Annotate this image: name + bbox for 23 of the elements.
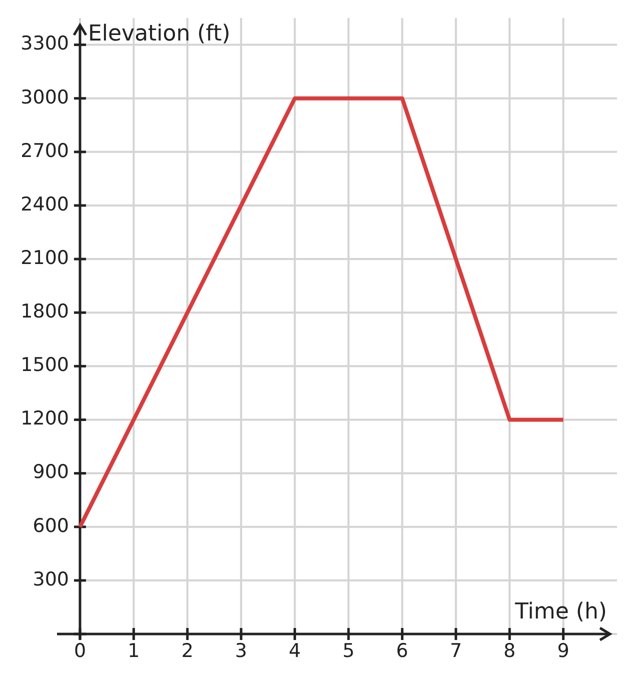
y-tick-label: 900 bbox=[32, 461, 69, 484]
x-tick-label: 6 bbox=[396, 640, 408, 662]
y-axis-title: Elevation (ft) bbox=[88, 22, 230, 47]
x-tick-label: 3 bbox=[235, 640, 248, 662]
y-tick-label: 2100 bbox=[20, 246, 69, 269]
y-tick-label: 2700 bbox=[20, 140, 69, 162]
y-tick-label: 1200 bbox=[20, 408, 69, 430]
x-tick-label: 8 bbox=[504, 640, 516, 662]
x-tick-label: 1 bbox=[128, 640, 140, 662]
x-tick-label: 5 bbox=[342, 640, 355, 662]
y-tick-label: 1500 bbox=[20, 354, 69, 376]
x-axis-title: Time (h) bbox=[514, 600, 607, 625]
x-tick-label: 7 bbox=[450, 640, 462, 662]
x-tick-label: 0 bbox=[74, 640, 86, 662]
y-tick-label: 300 bbox=[32, 568, 69, 590]
y-tick-label: 600 bbox=[32, 514, 69, 537]
y-tick-label: 3000 bbox=[20, 86, 69, 108]
y-tick-label: 3300 bbox=[20, 32, 69, 55]
x-tick-label: 2 bbox=[181, 640, 194, 662]
y-tick-label: 2400 bbox=[20, 193, 69, 216]
x-tick-label: 9 bbox=[557, 640, 570, 662]
x-tick-label: 4 bbox=[288, 640, 301, 662]
y-tick-label: 1800 bbox=[20, 300, 69, 323]
